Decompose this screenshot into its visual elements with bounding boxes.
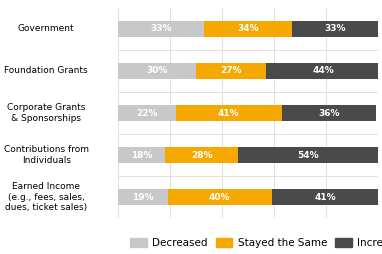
Bar [204,21,293,37]
Text: 40%: 40% [209,193,230,202]
Bar [118,21,204,37]
Legend: Decreased, Stayed the Same, Increased: Decreased, Stayed the Same, Increased [126,234,382,252]
Bar [118,189,168,205]
Bar [176,105,282,121]
Bar [272,189,378,205]
Text: 27%: 27% [220,66,242,75]
Text: 19%: 19% [132,193,154,202]
Bar [118,105,176,121]
Bar [196,63,267,79]
Text: 36%: 36% [318,108,340,118]
Text: 22%: 22% [136,108,158,118]
Bar [165,147,238,163]
Text: 41%: 41% [314,193,336,202]
Text: 30%: 30% [147,66,168,75]
Text: 33%: 33% [151,24,172,33]
Bar [118,63,196,79]
Text: 44%: 44% [313,66,335,75]
Text: 18%: 18% [131,151,152,160]
Bar [118,147,165,163]
Bar [282,105,376,121]
Bar [168,189,272,205]
Bar [293,21,378,37]
Bar [238,147,378,163]
Text: 34%: 34% [238,24,259,33]
Text: 41%: 41% [218,108,240,118]
Text: 28%: 28% [191,151,212,160]
Text: 54%: 54% [297,151,319,160]
Bar [267,63,381,79]
Text: 33%: 33% [325,24,346,33]
